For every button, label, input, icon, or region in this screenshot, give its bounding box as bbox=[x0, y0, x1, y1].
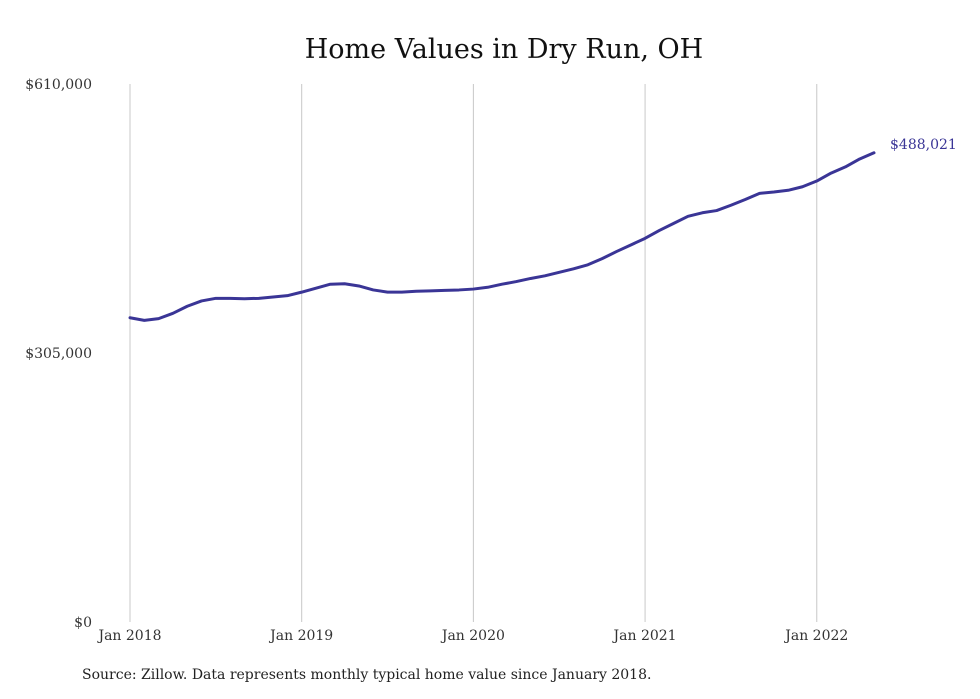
data-point bbox=[458, 288, 461, 291]
x-tick-label: Jan 2022 bbox=[783, 628, 848, 644]
data-point bbox=[315, 287, 318, 290]
data-point bbox=[543, 274, 546, 277]
data-point bbox=[815, 180, 818, 183]
x-tick-label: Jan 2018 bbox=[96, 628, 161, 644]
data-point bbox=[372, 288, 375, 291]
data-point bbox=[672, 222, 675, 225]
data-point bbox=[229, 297, 232, 300]
x-tick-label: Jan 2021 bbox=[612, 628, 677, 644]
data-point bbox=[844, 165, 847, 168]
data-point bbox=[343, 282, 346, 285]
data-point bbox=[701, 211, 704, 214]
data-point bbox=[257, 297, 260, 300]
data-point bbox=[558, 271, 561, 274]
data-point bbox=[501, 283, 504, 286]
data-point bbox=[272, 296, 275, 299]
x-tick-label: Jan 2020 bbox=[440, 628, 505, 644]
grid bbox=[129, 84, 818, 622]
x-tick-label: Jan 2019 bbox=[268, 628, 333, 644]
data-point bbox=[200, 299, 203, 302]
data-point bbox=[744, 198, 747, 201]
data-point bbox=[729, 204, 732, 207]
data-point bbox=[644, 237, 647, 240]
data-point bbox=[386, 291, 389, 294]
data-point bbox=[515, 280, 518, 283]
data-point bbox=[129, 316, 132, 319]
data-point bbox=[243, 297, 246, 300]
data-point bbox=[486, 286, 489, 289]
data-point bbox=[171, 312, 174, 315]
data-point bbox=[830, 172, 833, 175]
data-point bbox=[429, 289, 432, 292]
y-axis: $0 $305,000 $610,000 bbox=[25, 77, 92, 631]
data-point bbox=[143, 319, 146, 322]
x-axis: Jan 2018 Jan 2019 Jan 2020 Jan 2021 Jan 2022 bbox=[96, 628, 848, 644]
end-value-label: $488,021 bbox=[890, 137, 957, 153]
source-note: Source: Zillow. Data represents monthly … bbox=[82, 667, 652, 683]
data-point bbox=[687, 215, 690, 218]
data-point bbox=[472, 288, 475, 291]
y-tick-label: $0 bbox=[74, 615, 92, 631]
data-point bbox=[357, 284, 360, 287]
data-point bbox=[629, 243, 632, 246]
data-point bbox=[601, 257, 604, 260]
chart-title: Home Values in Dry Run, OH bbox=[305, 34, 703, 65]
y-tick-label: $305,000 bbox=[25, 346, 92, 362]
data-point bbox=[658, 229, 661, 232]
data-point bbox=[286, 294, 289, 297]
data-point bbox=[186, 305, 189, 308]
y-tick-label: $610,000 bbox=[25, 77, 92, 93]
data-point bbox=[858, 157, 861, 160]
data-point bbox=[801, 185, 804, 188]
data-point bbox=[415, 290, 418, 293]
data-point bbox=[615, 250, 618, 253]
series-line-0 bbox=[128, 151, 876, 322]
series-layer: $488,021 bbox=[128, 137, 957, 322]
data-point bbox=[873, 151, 876, 154]
data-point bbox=[586, 263, 589, 266]
data-point bbox=[400, 291, 403, 294]
data-point bbox=[443, 289, 446, 292]
data-point bbox=[529, 277, 532, 280]
data-point bbox=[715, 209, 718, 212]
data-point bbox=[787, 189, 790, 192]
data-point bbox=[214, 297, 217, 300]
data-point bbox=[300, 291, 303, 294]
data-point bbox=[772, 191, 775, 194]
data-point bbox=[572, 267, 575, 270]
data-point bbox=[758, 192, 761, 195]
data-point bbox=[329, 283, 332, 286]
data-point bbox=[157, 317, 160, 320]
